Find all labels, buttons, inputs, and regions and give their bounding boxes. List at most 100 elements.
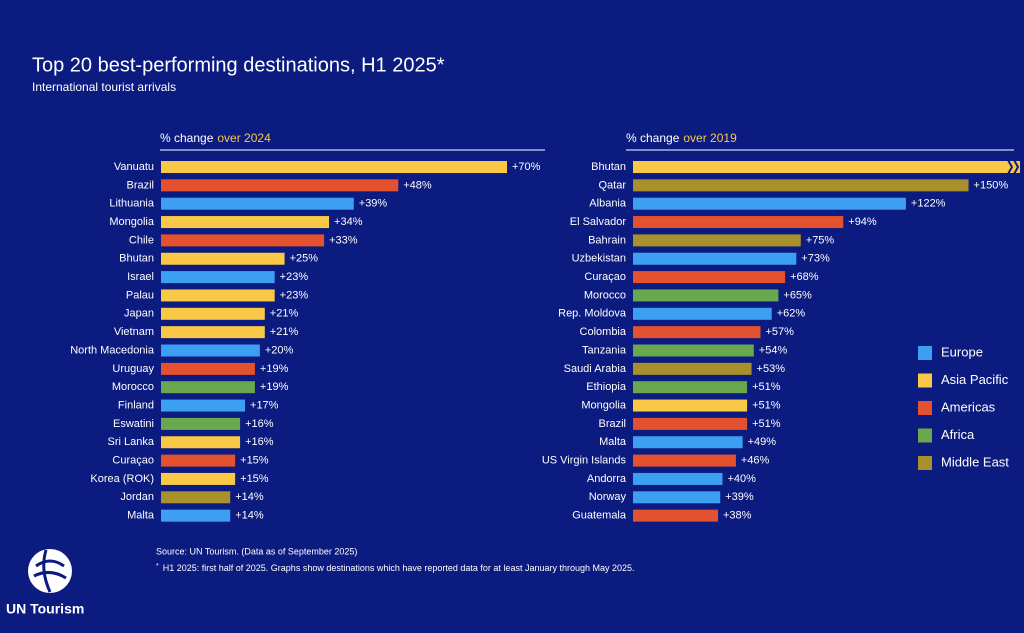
category-label: Bhutan: [591, 161, 626, 173]
legend-label: Africa: [941, 427, 975, 442]
value-label: +49%: [748, 436, 777, 448]
bar: [633, 197, 906, 210]
category-label: Qatar: [598, 179, 626, 191]
bar: [633, 216, 844, 229]
value-label: +39%: [725, 491, 754, 503]
bar: [161, 509, 231, 522]
category-label: Tanzania: [582, 344, 627, 356]
category-label: Ethiopia: [586, 381, 627, 393]
legend-label: Europe: [941, 344, 983, 359]
panel-header: % change over 2019: [626, 131, 737, 145]
bar: [633, 234, 801, 247]
bar: [161, 161, 507, 173]
value-label: +16%: [245, 418, 274, 430]
category-label: Albania: [589, 198, 627, 210]
value-label: +65%: [783, 289, 812, 301]
category-label: Sri Lanka: [108, 436, 155, 448]
bar: [161, 381, 255, 394]
legend-swatch: [918, 346, 932, 360]
value-label: +51%: [752, 418, 781, 430]
legend-swatch: [918, 373, 932, 388]
legend-swatch: [918, 401, 932, 415]
footnote: * H1 2025: first half of 2025. Graphs sho…: [156, 563, 635, 574]
value-label: +19%: [260, 381, 289, 393]
value-label: +62%: [777, 308, 806, 320]
legend-swatch: [918, 428, 932, 443]
category-label: Bhutan: [119, 253, 154, 265]
bar: [161, 289, 275, 302]
category-label: Palau: [126, 289, 154, 301]
value-label: +54%: [759, 344, 788, 356]
value-label: +150%: [974, 179, 1009, 191]
category-label: Korea (ROK): [90, 473, 154, 485]
footnote-text: H1 2025: first half of 2025. Graphs show…: [163, 563, 635, 573]
header-highlight: over 2019: [683, 131, 737, 145]
category-label: Israel: [127, 271, 154, 283]
category-label: Mongolia: [109, 216, 155, 228]
legend-label: Middle East: [941, 454, 1009, 469]
value-label: +122%: [911, 198, 946, 210]
category-label: Chile: [129, 234, 154, 246]
value-label: +51%: [752, 399, 781, 411]
bars: [633, 161, 1020, 522]
category-label: North Macedonia: [70, 344, 155, 356]
header-highlight: over 2024: [217, 131, 271, 145]
value-label: +94%: [848, 216, 877, 228]
category-label: US Virgin Islands: [542, 455, 627, 467]
axis-break: [1007, 159, 1020, 175]
value-label: +23%: [280, 289, 309, 301]
header-label: % change: [160, 131, 214, 145]
footnote-mark: *: [156, 563, 159, 570]
legend-swatch: [918, 456, 932, 470]
chart-title: Top 20 best-performing destinations, H1 …: [32, 54, 445, 76]
legend-label: Americas: [941, 399, 996, 414]
value-label: +14%: [235, 510, 264, 522]
bar: [161, 399, 246, 412]
bar: [161, 271, 275, 284]
chart-subtitle: International tourist arrivals: [32, 80, 176, 94]
category-label: Vanuatu: [114, 161, 154, 173]
bar: [161, 454, 236, 467]
bar: [161, 417, 241, 430]
category-label: Vietnam: [114, 326, 154, 338]
value-label: +33%: [329, 234, 358, 246]
category-label: Andorra: [587, 473, 627, 485]
bars: [161, 161, 507, 522]
value-label: +75%: [806, 234, 835, 246]
bar: [633, 436, 743, 449]
value-label: +51%: [752, 381, 781, 393]
value-label: +40%: [727, 473, 756, 485]
category-label: Eswatini: [113, 418, 154, 430]
category-label: Uruguay: [112, 363, 154, 375]
value-label: +15%: [240, 473, 269, 485]
value-label: +46%: [741, 455, 770, 467]
bar: [633, 381, 748, 394]
value-label: +73%: [801, 253, 830, 265]
category-label: Norway: [589, 491, 627, 503]
category-label: Japan: [124, 308, 154, 320]
value-label: +14%: [235, 491, 264, 503]
value-label: +38%: [723, 510, 752, 522]
value-label: +53%: [757, 363, 786, 375]
bar: [633, 491, 721, 504]
panel-header: % change over 2024: [160, 131, 271, 145]
value-label: +25%: [290, 253, 319, 265]
bar: [633, 472, 723, 485]
value-label: +48%: [403, 179, 432, 191]
bar: [161, 234, 325, 247]
value-label: +23%: [280, 271, 309, 283]
bar: [633, 289, 779, 302]
value-label: +20%: [265, 344, 294, 356]
category-label: Bahrain: [588, 234, 626, 246]
bar: [633, 307, 772, 320]
bar: [161, 362, 255, 375]
category-label: Morocco: [584, 289, 626, 301]
value-label: +21%: [270, 326, 299, 338]
value-label: +15%: [240, 455, 269, 467]
category-label: El Salvador: [570, 216, 627, 228]
value-label: +34%: [334, 216, 363, 228]
bar: [633, 417, 748, 430]
header-label: % change: [626, 131, 680, 145]
category-label: Malta: [127, 510, 155, 522]
